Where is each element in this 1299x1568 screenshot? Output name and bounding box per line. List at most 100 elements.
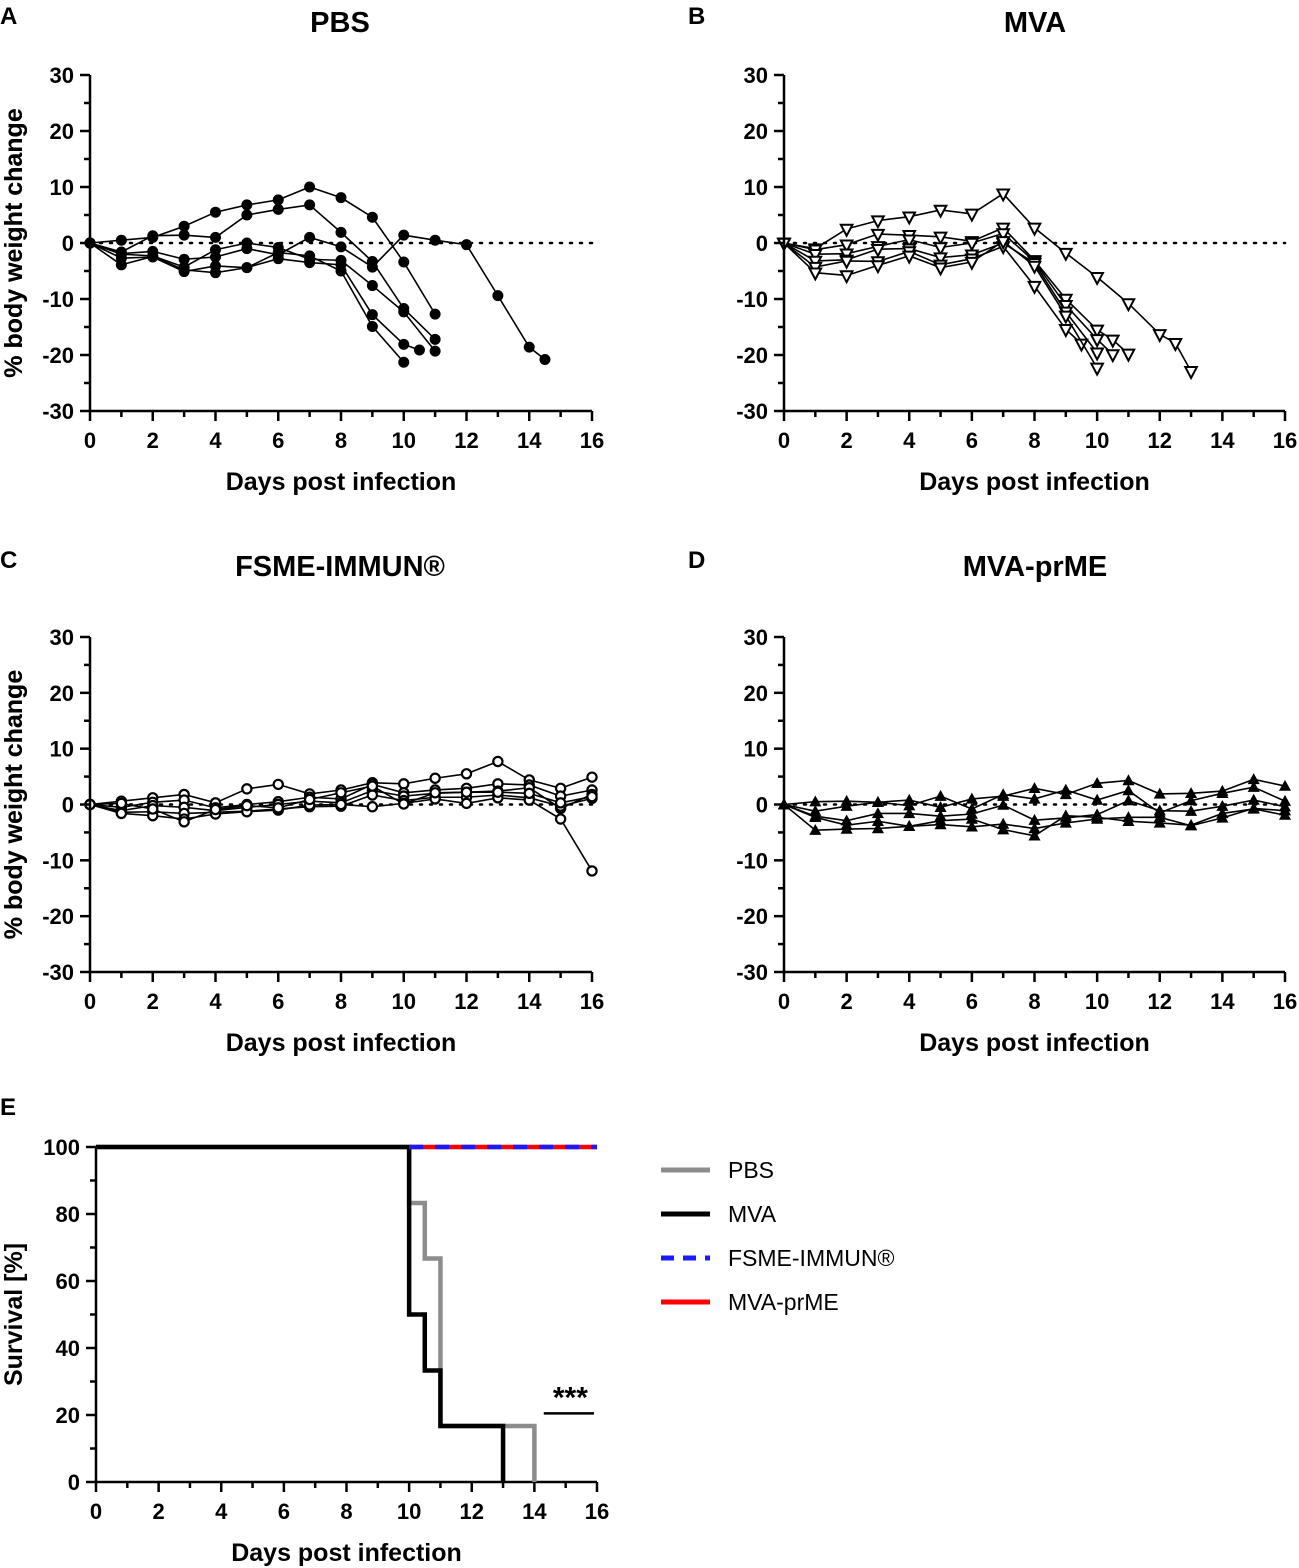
series-line (783, 192, 1192, 372)
data-point (398, 778, 410, 790)
legend-label: MVA (728, 1201, 777, 1227)
data-point (1122, 774, 1135, 786)
data-point (272, 203, 284, 215)
series-4 (776, 237, 1105, 362)
data-point (1027, 222, 1042, 237)
data-point (429, 345, 441, 357)
data-point (366, 261, 378, 273)
data-point (241, 209, 253, 221)
data-point (366, 789, 379, 801)
data-point (210, 231, 221, 243)
x-tick-label: 6 (966, 428, 978, 453)
y-axis-title: Survival [%] (0, 1243, 28, 1386)
series-1 (84, 181, 441, 320)
data-point (1091, 777, 1104, 788)
x-axis-title: Days post infection (919, 1029, 1150, 1057)
y-tick-label: -10 (42, 848, 74, 873)
series-6 (776, 236, 1105, 377)
x-tick-label: 6 (966, 989, 978, 1014)
data-point (1120, 348, 1136, 363)
data-point (1122, 794, 1135, 806)
x-tick-label: 0 (84, 989, 96, 1014)
legend-label: FSME-IMMUN® (728, 1245, 894, 1271)
series-5 (777, 798, 1292, 841)
series-6 (84, 237, 410, 368)
data-point (115, 807, 128, 820)
data-point (554, 813, 567, 825)
y-tick-label: 20 (56, 1403, 80, 1428)
data-point (1028, 829, 1041, 841)
data-point (1247, 780, 1260, 792)
data-point (997, 798, 1010, 810)
data-point (1105, 334, 1121, 349)
data-point (1058, 310, 1074, 325)
y-tick-label: -20 (42, 904, 74, 929)
y-tick-label: -30 (42, 960, 74, 985)
data-point (1278, 779, 1292, 791)
data-point (870, 215, 886, 230)
data-point (413, 344, 425, 356)
y-tick-label: 10 (744, 737, 768, 762)
data-point (241, 783, 253, 795)
data-point (460, 797, 473, 810)
data-point (839, 255, 855, 270)
data-point (115, 252, 127, 264)
data-point (335, 265, 347, 277)
y-tick-label: -10 (736, 848, 768, 873)
y-tick-label: -30 (736, 960, 768, 985)
data-point (398, 798, 410, 810)
x-axis-title: Days post infection (226, 1029, 457, 1057)
data-point (460, 786, 473, 798)
data-point (839, 223, 855, 238)
data-point (272, 802, 284, 814)
data-point (1185, 794, 1198, 806)
data-point (492, 786, 504, 798)
data-point (304, 250, 316, 262)
y-tick-label: 60 (56, 1269, 80, 1294)
data-point (304, 231, 316, 243)
x-tick-label: 8 (1028, 989, 1040, 1014)
data-point (366, 780, 379, 792)
x-tick-label: 0 (778, 428, 790, 453)
data-point (1120, 298, 1136, 313)
y-tick-label: -20 (736, 343, 768, 368)
data-point (398, 256, 410, 268)
data-point (210, 206, 221, 218)
data-point (1027, 260, 1042, 275)
data-point (809, 823, 822, 835)
data-point (840, 799, 853, 811)
data-point (965, 820, 978, 832)
panel-c: C FSME-IMMUN® 0 2 4 6 8 10 12 14 16 -30 -20 -10 0 10 20 3… (0, 547, 604, 1057)
data-point (995, 188, 1011, 203)
data-point (335, 241, 347, 253)
data-point (1089, 347, 1105, 362)
y-axis-title: % body weight change (0, 670, 28, 940)
data-point (492, 755, 504, 768)
data-point (492, 290, 504, 302)
data-point (901, 234, 917, 249)
y-axis-title: % body weight change (0, 670, 28, 940)
data-point (903, 820, 916, 831)
data-point (178, 816, 190, 828)
y-tick-label: 80 (56, 1202, 80, 1227)
y-tick-label: 20 (744, 681, 768, 706)
data-point (366, 309, 378, 321)
data-point (1153, 816, 1166, 828)
y-tick-label: 20 (50, 681, 74, 706)
panel-letter: D (688, 547, 705, 574)
data-point (870, 243, 886, 258)
data-point (335, 192, 347, 204)
y-tick-label: 0 (756, 231, 768, 256)
data-point (241, 199, 253, 211)
y-tick-label: -10 (42, 287, 74, 312)
legend-label: PBS (728, 1157, 774, 1183)
data-point (586, 790, 598, 803)
panel-e: E 0 2 4 6 8 10 12 14 16 0 20 40 60 80 100 Days post infe… (0, 1094, 894, 1567)
data-point (366, 801, 379, 813)
data-point (1122, 784, 1135, 796)
data-point (933, 231, 949, 246)
data-point (210, 244, 221, 256)
data-point (429, 787, 441, 799)
data-point (1027, 280, 1042, 295)
